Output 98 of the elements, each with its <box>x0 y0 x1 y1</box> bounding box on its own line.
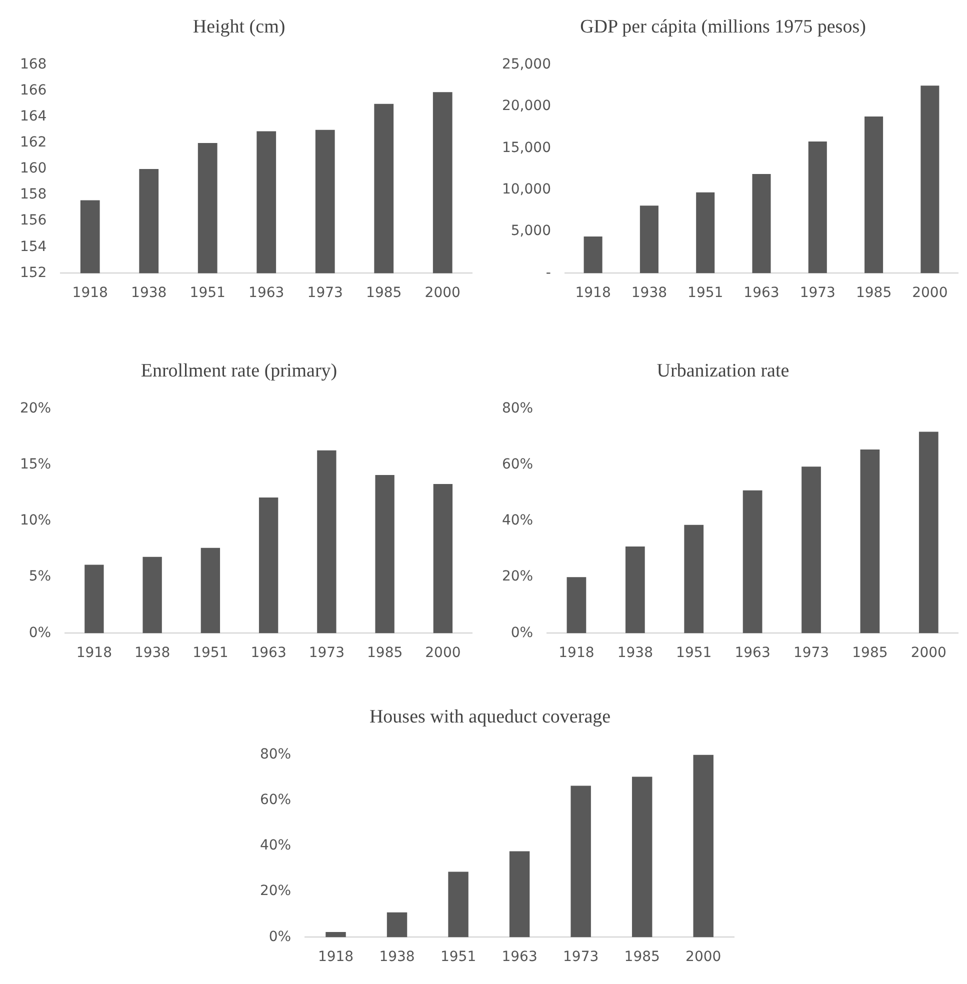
y-tick-label: 60% <box>502 456 534 473</box>
y-tick-label: 60% <box>260 792 292 808</box>
x-tick-label: 1985 <box>856 285 892 302</box>
x-tick-label: 1918 <box>72 285 108 302</box>
y-tick-label: 5% <box>28 568 52 585</box>
bar <box>696 192 715 274</box>
y-tick-label: 20,000 <box>502 98 551 114</box>
chart-title: GDP per cápita (millions 1975 pesos) <box>580 16 866 38</box>
x-tick-label: 1985 <box>852 645 888 662</box>
x-tick-label: 1918 <box>558 645 594 662</box>
y-tick-label: 80% <box>260 746 292 762</box>
x-tick-label: 1951 <box>190 285 226 302</box>
bar <box>684 524 704 634</box>
bar <box>808 141 827 274</box>
bar <box>752 174 771 274</box>
x-tick-label: 1918 <box>575 285 611 302</box>
x-tick-label: 1951 <box>688 285 724 302</box>
y-tick-label: 25,000 <box>502 56 551 72</box>
y-tick-label: 40% <box>260 838 292 854</box>
x-tick-label: 1963 <box>250 645 286 662</box>
bar <box>625 546 645 634</box>
x-tick-label: 1973 <box>800 285 836 302</box>
x-tick-label: 1938 <box>617 645 653 662</box>
bar <box>864 116 884 274</box>
bar <box>693 754 714 938</box>
x-tick-label: 1973 <box>563 949 599 966</box>
y-tick-label: 164 <box>20 108 47 125</box>
bar <box>920 86 940 274</box>
y-tick-label: 10,000 <box>502 181 551 198</box>
x-tick-label: 2000 <box>425 645 461 662</box>
bar <box>566 577 586 634</box>
bar <box>860 449 880 634</box>
bar <box>433 484 453 634</box>
y-tick-label: 166 <box>20 82 47 98</box>
y-tick-label: 168 <box>20 56 47 72</box>
y-tick-label: 80% <box>502 400 534 416</box>
y-tick-label: 15,000 <box>502 140 551 156</box>
bar <box>375 475 394 634</box>
x-tick-label: 1973 <box>308 645 345 662</box>
x-tick-label: 1973 <box>307 285 343 302</box>
x-tick-label: 1963 <box>248 285 284 302</box>
bar <box>509 851 530 938</box>
y-tick-label: 0% <box>268 928 292 945</box>
y-tick-label: 162 <box>20 134 47 151</box>
bar <box>317 450 336 634</box>
x-tick-label: 1938 <box>131 285 167 302</box>
x-tick-label: 1938 <box>379 949 415 966</box>
y-tick-label: 20% <box>502 568 534 585</box>
x-tick-label: 1985 <box>366 645 403 662</box>
chart-title: Height (cm) <box>192 16 286 38</box>
x-tick-label: 1951 <box>440 949 476 966</box>
x-tick-label: 1918 <box>318 949 354 966</box>
y-tick-label: 160 <box>20 160 47 177</box>
y-tick-label: 20% <box>260 883 292 900</box>
chart-title: Urbanization rate <box>656 360 790 382</box>
y-tick-label: 20% <box>20 400 52 416</box>
y-tick-label: - <box>546 264 551 281</box>
bar <box>142 556 162 634</box>
chart-title: Houses with aqueduct coverage <box>369 706 611 728</box>
y-tick-label: 5,000 <box>510 223 551 240</box>
x-tick-label: 1938 <box>631 285 668 302</box>
x-tick-label: 1973 <box>793 645 830 662</box>
x-tick-label: 2000 <box>424 285 460 302</box>
y-tick-label: 15% <box>20 456 52 473</box>
x-tick-label: 1963 <box>502 949 538 966</box>
bar <box>570 786 591 938</box>
x-tick-label: 1951 <box>192 645 228 662</box>
x-tick-label: 1985 <box>624 949 660 966</box>
y-tick-label: 10% <box>20 512 52 529</box>
x-tick-label: 1963 <box>734 645 770 662</box>
y-tick-label: 156 <box>20 212 47 229</box>
x-tick-label: 2000 <box>912 285 948 302</box>
bar <box>200 548 220 634</box>
y-tick-label: 158 <box>20 186 47 203</box>
x-tick-label: 1938 <box>134 645 170 662</box>
x-tick-label: 1985 <box>366 285 402 302</box>
y-tick-label: 0% <box>28 624 52 641</box>
bar <box>84 564 104 634</box>
x-tick-label: 2000 <box>910 645 946 662</box>
y-tick-label: 0% <box>510 624 534 641</box>
bar <box>640 206 658 274</box>
chart-title: Enrollment rate (primary) <box>140 360 338 382</box>
bar <box>584 236 602 274</box>
bar <box>326 932 346 938</box>
x-tick-label: 1951 <box>676 645 712 662</box>
bar <box>448 872 468 938</box>
x-tick-label: 2000 <box>686 949 722 966</box>
x-tick-label: 1918 <box>76 645 112 662</box>
bar <box>258 497 278 634</box>
y-tick-label: 152 <box>20 264 47 281</box>
x-tick-label: 1963 <box>744 285 780 302</box>
y-tick-label: 40% <box>502 512 534 529</box>
bar <box>742 490 762 634</box>
bar <box>802 466 821 634</box>
y-tick-label: 154 <box>20 238 47 255</box>
bar <box>918 432 938 634</box>
bar <box>386 912 408 938</box>
bar <box>632 776 652 938</box>
